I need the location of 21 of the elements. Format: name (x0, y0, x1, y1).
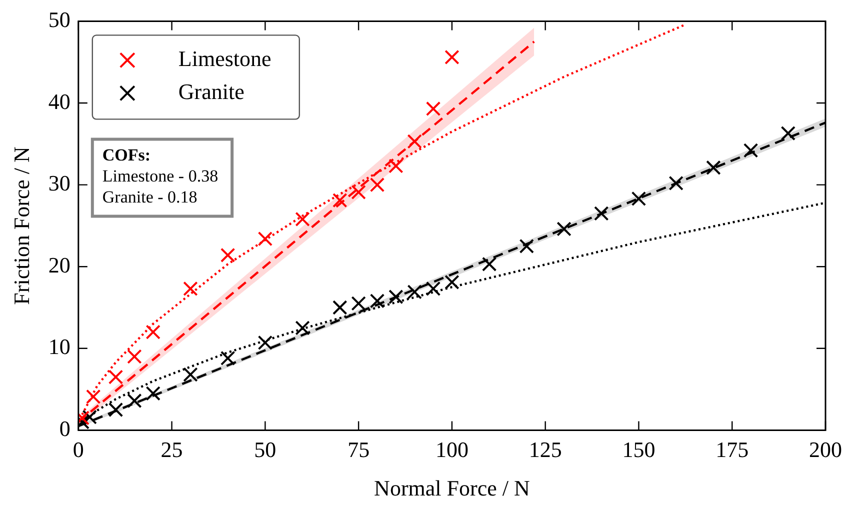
x-tick-label: 175 (716, 437, 749, 462)
x-tick-label: 25 (160, 437, 183, 462)
y-tick-label: 40 (48, 88, 70, 114)
y-tick-label: 50 (48, 6, 70, 32)
annotation: Granite - 0.18 (102, 188, 198, 207)
x-tick-label: 150 (622, 437, 656, 462)
y-tick-label: 0 (59, 416, 70, 441)
x-tick-label: 125 (528, 437, 562, 462)
x-tick-label: 200 (809, 437, 842, 462)
y-tick-label: 20 (48, 252, 70, 278)
y-axis-title: Friction Force / N (8, 146, 34, 305)
x-tick-label: 50 (254, 437, 276, 462)
y-tick-label: 10 (48, 334, 70, 360)
x-tick-label: 75 (348, 437, 370, 462)
x-axis-title: Normal Force / N (374, 476, 530, 501)
annotation: Limestone - 0.38 (102, 166, 218, 186)
y-tick-label: 30 (48, 170, 70, 196)
legend-label: Granite (178, 78, 244, 104)
annotation: COFs: (102, 146, 151, 165)
legend-label: Limestone (178, 46, 272, 71)
x-tick-label: 100 (435, 437, 468, 462)
